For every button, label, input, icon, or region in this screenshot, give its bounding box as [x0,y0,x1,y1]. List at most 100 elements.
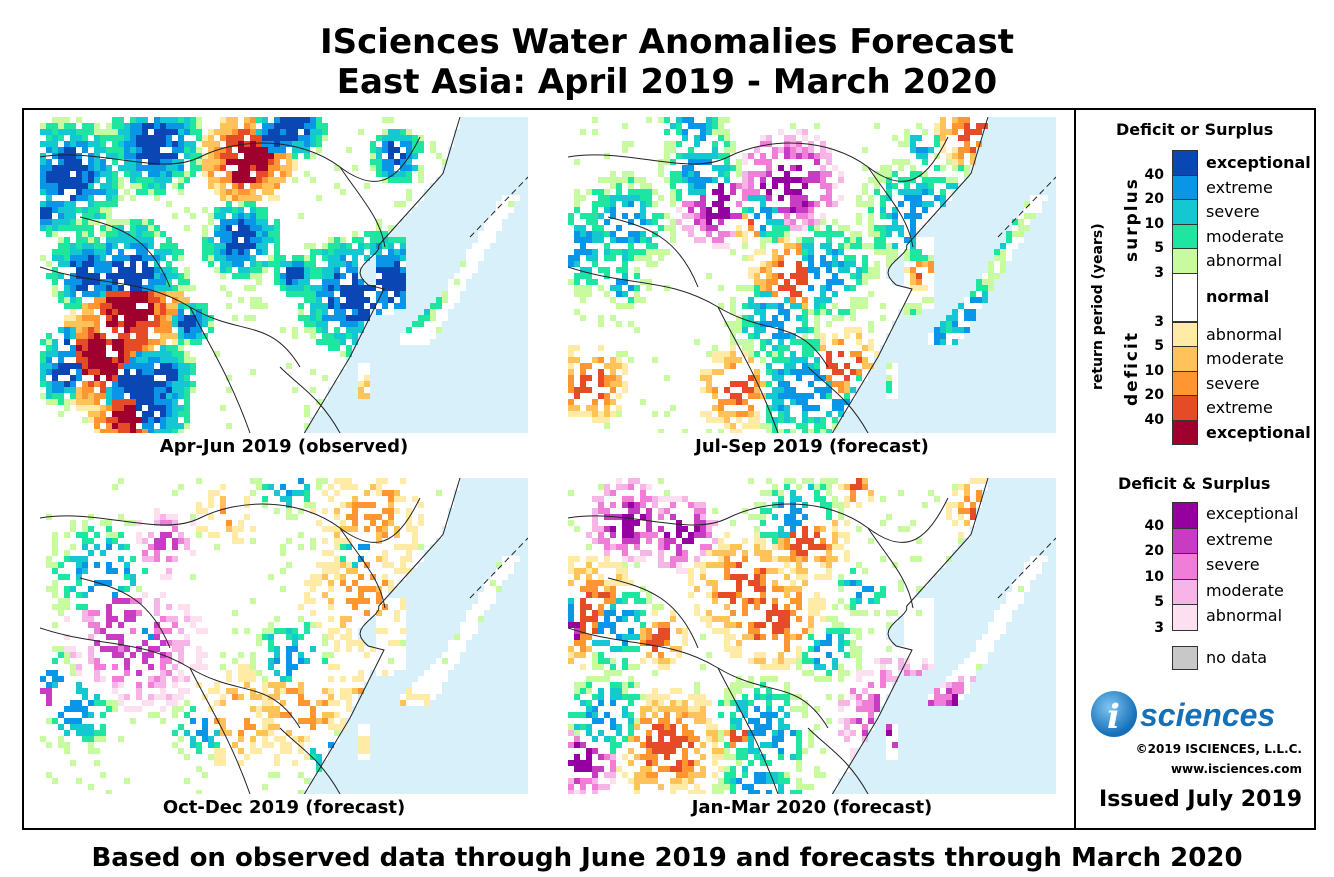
legend-swatch-deficit-exceptional [1172,419,1198,445]
legend-label-normal: normal [1206,287,1270,306]
logo-letter: i [1107,697,1120,737]
country-border [189,667,251,794]
coastline [831,117,989,433]
country-border [279,727,341,794]
country-border [867,166,914,248]
legend-tick-both-10: 10 [1144,568,1164,585]
legend-swatch-deficit-moderate [1172,346,1198,372]
country-border [867,527,914,609]
country-border [807,727,869,794]
figure-frame [22,108,1316,830]
footer-note: Based on observed data through June 2019… [91,843,1243,873]
anomaly-map-raster [40,478,528,794]
legend-label-surplus-exceptional: exceptional [1206,153,1311,172]
legend-label-both-extreme: extreme [1206,529,1273,549]
country-border [189,306,251,433]
coastline [303,478,461,794]
title-line-2: East Asia: April 2019 - March 2020 [336,62,998,102]
isciences-logo: i sciences [1090,688,1306,738]
legend-swatch-both-moderate [1172,578,1198,605]
legend-label-both-moderate: moderate [1206,580,1284,600]
legend-tick-deficit-5: 5 [1154,338,1164,354]
logo-wordmark: sciences [1140,697,1275,733]
legend-label-surplus-extreme: extreme [1206,177,1273,197]
legend-swatch-normal [1172,272,1198,322]
legend-label-deficit-extreme: extreme [1206,398,1273,417]
copyright-text: ©2019 ISCIENCES, L.L.C. [1135,742,1302,756]
legend-tick-surplus-20: 20 [1144,191,1164,207]
coastline [831,478,989,794]
legend-tick-both-3: 3 [1154,619,1164,636]
legend-swatch-deficit-abnormal [1172,321,1198,347]
legend-label-deficit-moderate: moderate [1206,349,1284,368]
anomaly-map-raster [568,478,1056,794]
legend-swatch-both-severe [1172,553,1198,580]
legend-swatch-surplus-exceptional [1172,150,1198,176]
issued-date: Issued July 2019 [1099,787,1302,812]
map-jan-mar-2020 [568,478,1056,794]
legend-swatch-surplus-severe [1172,199,1198,225]
country-border [339,527,386,609]
legend-label-no-data: no data [1206,648,1268,667]
country-border [79,577,171,649]
website-text: www.isciences.com [1170,762,1302,776]
country-border [607,577,699,649]
country-border [40,497,421,543]
legend-tick-deficit-20: 20 [1144,387,1164,403]
maritime-boundary [997,537,1056,599]
maritime-boundary [997,176,1056,238]
legend-tick-deficit-10: 10 [1144,362,1164,379]
country-border [40,136,421,182]
legend-tick-surplus-5: 5 [1154,240,1164,256]
legend-swatch-deficit-severe [1172,370,1198,396]
legend-swatch-no-data [1172,646,1198,670]
map-caption-jul-sep: Jul-Sep 2019 (forecast) [695,436,929,457]
country-border [339,166,386,248]
legend-tick-deficit-40: 40 [1144,411,1164,428]
legend-label-surplus-moderate: moderate [1206,226,1284,246]
legend-swatch-deficit-extreme [1172,395,1198,421]
anomaly-cells [568,478,1024,794]
legend-label-both-exceptional: exceptional [1206,504,1299,523]
map-caption-jan-mar: Jan-Mar 2020 (forecast) [691,797,933,818]
coastline [303,117,461,433]
country-border [717,306,779,433]
legend-tick-both-40: 40 [1144,517,1164,534]
maritime-boundary [469,537,528,599]
legend-tick-both-5: 5 [1154,594,1164,610]
country-border [79,216,171,288]
legend-tick-deficit-3: 3 [1154,313,1164,330]
legend-tick-surplus-3: 3 [1154,264,1164,281]
anomaly-map-raster [568,117,1056,433]
legend-swatch-surplus-extreme [1172,174,1198,200]
legend-label-deficit-severe: severe [1206,373,1260,393]
anomaly-map-raster [40,117,528,433]
legend-title-deficit-and-surplus: Deficit & Surplus [1118,474,1271,493]
map-apr-jun-2019 [40,117,528,433]
country-border [607,216,699,288]
country-border [568,136,949,182]
country-border [807,366,869,433]
legend-label-deficit-abnormal: abnormal [1206,324,1283,344]
legend-swatch-surplus-moderate [1172,223,1198,249]
anomaly-cells [40,478,502,794]
legend-swatch-both-exceptional [1172,502,1198,529]
map-caption-apr-jun: Apr-Jun 2019 (observed) [159,436,409,457]
map-caption-oct-dec: Oct-Dec 2019 (forecast) [162,797,406,818]
legend-swatch-both-extreme [1172,527,1198,554]
legend-title-deficit-or-surplus: Deficit or Surplus [1116,120,1274,139]
legend-swatch-surplus-abnormal [1172,248,1198,274]
legend-label-both-abnormal: abnormal [1206,606,1283,625]
legend-swatch-both-abnormal [1172,604,1198,631]
maritime-boundary [469,176,528,238]
map-oct-dec-2019 [40,478,528,794]
country-border [568,497,949,543]
title-line-1: ISciences Water Anomalies Forecast [320,22,1014,62]
legend-tick-surplus-40: 40 [1144,166,1164,183]
legend-axis-label: return period (years) [1090,223,1106,390]
legend-tick-surplus-10: 10 [1144,215,1164,232]
legend-divider [1074,108,1076,830]
anomaly-cells [40,117,514,433]
legend-label-surplus-abnormal: abnormal [1206,251,1283,270]
legend-label-surplus-severe: severe [1206,202,1260,221]
